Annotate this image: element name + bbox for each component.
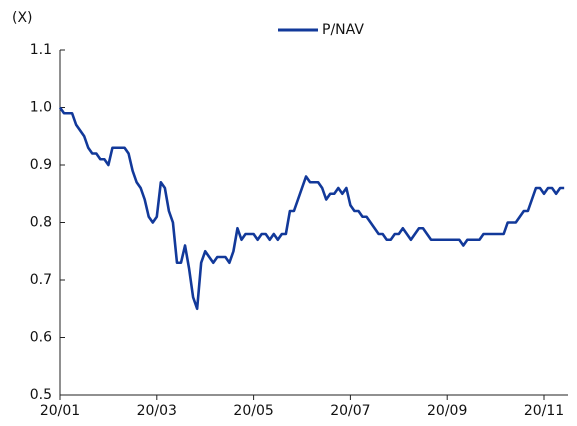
y-tick-label: 0.9 — [30, 157, 52, 173]
y-tick-label: 0.6 — [30, 330, 52, 346]
x-tick-label: 20/07 — [330, 403, 370, 419]
y-axis-label: (X) — [12, 10, 33, 26]
x-tick-label: 20/05 — [233, 403, 273, 419]
y-tick-label: 0.7 — [30, 272, 52, 288]
legend-label: P/NAV — [322, 22, 364, 38]
line — [58, 106, 565, 311]
x-tick-label: 20/09 — [427, 403, 467, 419]
x-tick-label: 20/11 — [524, 403, 564, 419]
y-tick-label: 1.0 — [30, 100, 52, 116]
x-tick-label: 20/01 — [40, 403, 80, 419]
y-tick-label: 0.5 — [30, 387, 52, 403]
y-tick-label: 1.1 — [30, 42, 52, 58]
x-tick-label: 20/03 — [137, 403, 177, 419]
y-tick-label: 0.8 — [30, 215, 52, 231]
